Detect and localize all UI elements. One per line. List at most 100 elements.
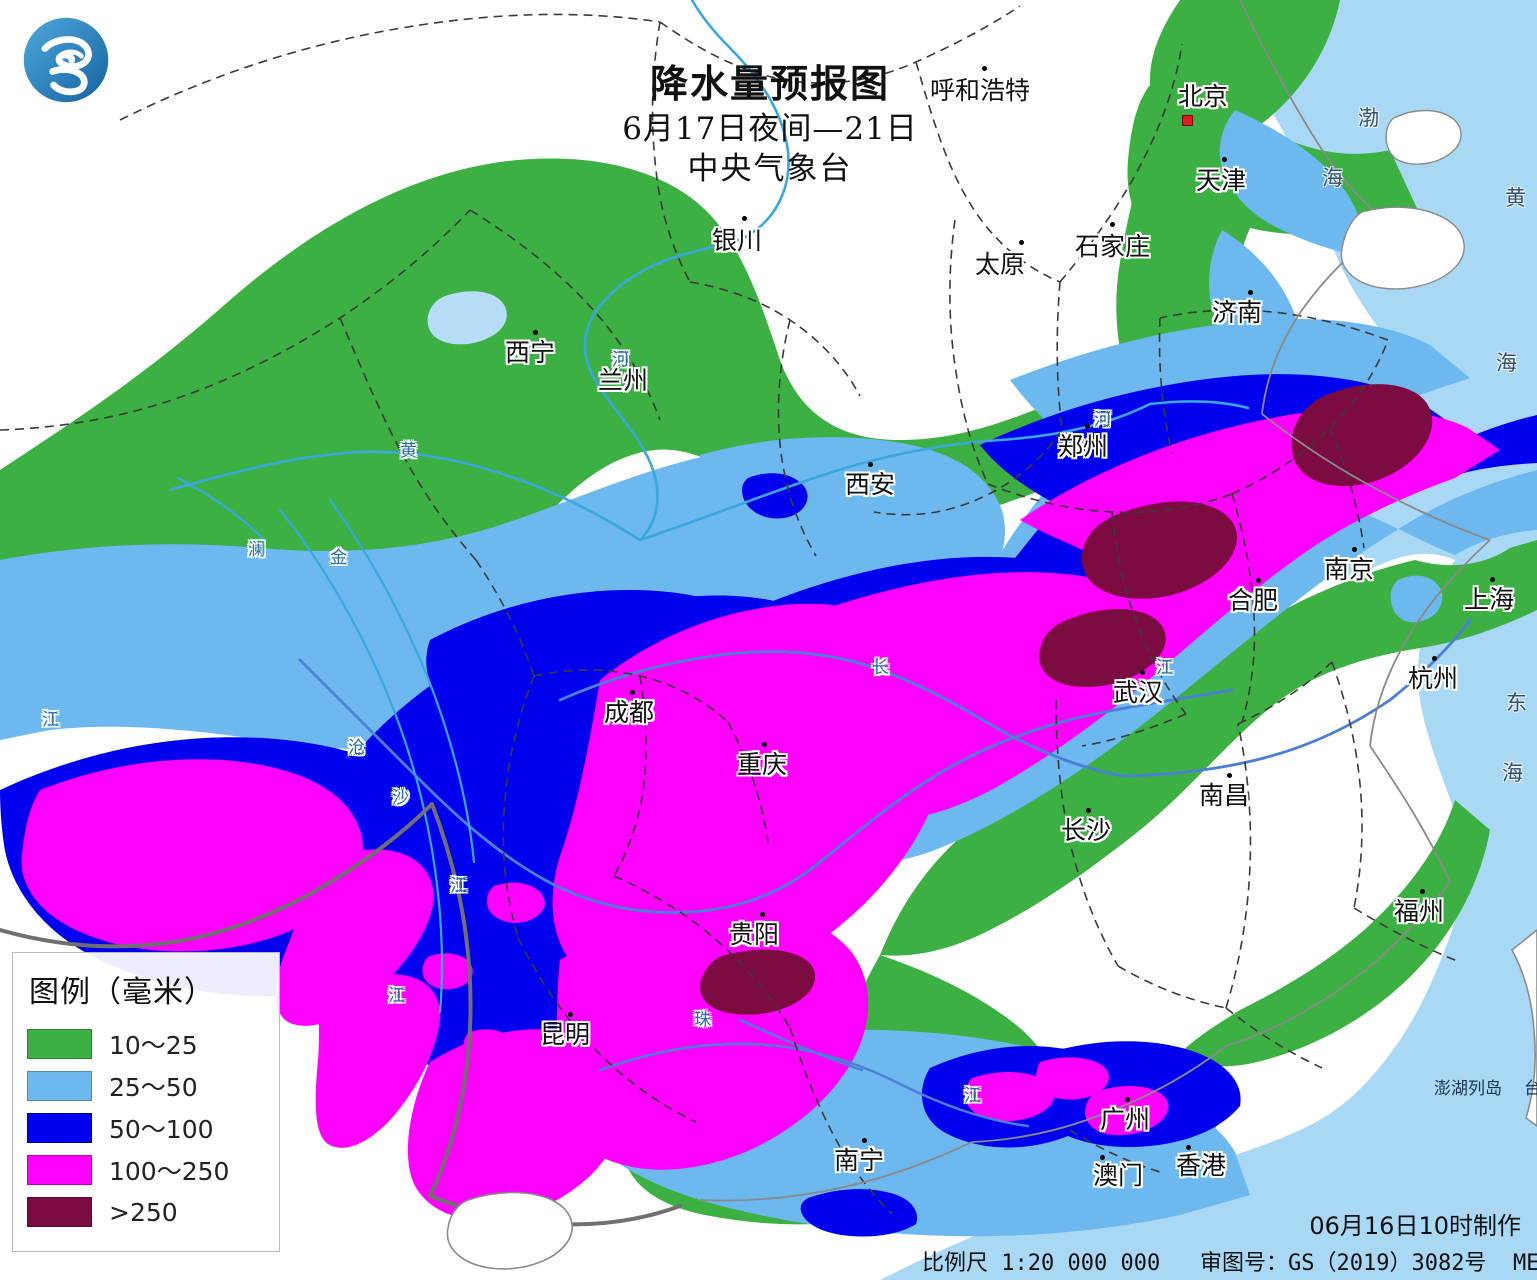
city-marker <box>1432 656 1437 661</box>
legend-item: >250 <box>27 1191 265 1233</box>
city-marker <box>742 216 747 221</box>
legend-rows: 10～25 25～50 50～100 100～250 >250 <box>27 1023 265 1233</box>
sea-label: 黄 <box>1505 186 1526 210</box>
city-marker <box>1100 1155 1105 1160</box>
precip-band-100-250 <box>21 408 1500 1221</box>
city-label: 广州 <box>1100 1105 1151 1134</box>
city-label: 南昌 <box>1199 781 1250 810</box>
city-label: 长沙 <box>1061 816 1112 845</box>
taiwan-island <box>1510 928 1537 1127</box>
city-label: 澳门 <box>1093 1161 1144 1190</box>
city-label: 武汉 <box>1113 678 1164 707</box>
made-timestamp: 06月16日10时制作 <box>1309 1212 1521 1240</box>
lancang-nujiang-lines <box>176 476 476 1014</box>
river-label: 江 <box>1156 658 1173 678</box>
island-label: 台 <box>1524 1079 1537 1099</box>
legend-item: 25～50 <box>27 1065 265 1107</box>
city-marker <box>1186 1145 1191 1150</box>
city-label: 呼和浩特 <box>930 76 1031 105</box>
legend-swatch <box>27 1197 92 1227</box>
city-marker <box>1420 889 1425 894</box>
legend-label: 100～250 <box>109 1157 230 1186</box>
city-marker <box>1140 670 1145 675</box>
city-marker <box>1085 424 1090 429</box>
river-label: 河 <box>612 350 629 370</box>
city-marker <box>1222 157 1227 162</box>
river-lines <box>168 0 1250 542</box>
sea-label: 东 <box>1506 691 1527 715</box>
city-label: 石家庄 <box>1075 232 1151 261</box>
city-label: 杭州 <box>1408 664 1459 693</box>
river-label: 江 <box>964 1086 981 1106</box>
legend-item: 10～25 <box>27 1023 265 1065</box>
scale-label: 比例尺 <box>922 1251 989 1276</box>
legend-item: 100～250 <box>27 1149 265 1191</box>
legend-item: 50～100 <box>27 1107 265 1149</box>
legend-label: 50～100 <box>109 1115 214 1144</box>
river-label: 澜 <box>248 540 265 560</box>
river-label: 江 <box>450 876 467 896</box>
city-label: 西宁 <box>505 338 556 367</box>
river-label: 珠 <box>694 1010 711 1030</box>
city-label: 天津 <box>1196 166 1247 195</box>
city-label: 成都 <box>604 698 655 727</box>
city-marker <box>630 690 635 695</box>
precip-band-over-250 <box>700 384 1433 1015</box>
sea-label: 渤 <box>1358 106 1379 130</box>
legend-title: 图例（毫米） <box>29 975 215 1010</box>
city-marker <box>1490 577 1495 582</box>
city-label: 合肥 <box>1228 586 1279 615</box>
city-label: 福州 <box>1394 897 1445 926</box>
yangtze-line <box>298 618 1472 914</box>
city-label: 贵阳 <box>729 920 780 949</box>
river-label: 江 <box>42 710 59 730</box>
city-marker <box>1352 547 1357 552</box>
river-label: 江 <box>388 986 405 1006</box>
city-marker <box>1256 578 1261 583</box>
city-marker <box>1110 222 1115 227</box>
legend-label: 25～50 <box>109 1073 198 1102</box>
river-label: 长 <box>872 658 889 678</box>
liaodong-peninsula <box>1385 109 1462 165</box>
scale-value: 1:20 000 000 <box>1001 1251 1161 1276</box>
sea-label: 海 <box>1502 761 1523 785</box>
river-label: 黄 <box>400 441 417 461</box>
city-marker <box>862 1138 867 1143</box>
review-label: 审图号： <box>1199 1251 1288 1276</box>
legend-label: 10～25 <box>109 1031 198 1060</box>
city-label: 济南 <box>1212 298 1263 327</box>
cma-logo <box>18 12 114 108</box>
legend-swatch <box>27 1155 92 1185</box>
sea-area <box>880 0 1537 1280</box>
city-label: 南宁 <box>834 1146 885 1175</box>
hainan-island <box>446 1191 573 1270</box>
scale-and-review-line: 比例尺 1:20 000 000 审图号：GS（2019）3082号 MESIS… <box>922 1245 1537 1277</box>
city-marker <box>1248 290 1253 295</box>
legend-swatch <box>27 1113 92 1143</box>
city-marker <box>982 66 987 71</box>
island-label: 澎湖列岛 <box>1434 1079 1502 1099</box>
city-marker <box>1019 240 1024 245</box>
city-label: 西安 <box>845 470 896 499</box>
shandong-peninsula <box>1340 206 1465 290</box>
qinghai-lake <box>427 291 507 345</box>
city-marker <box>1227 773 1232 778</box>
review-value: GS（2019）3082号 <box>1287 1251 1487 1276</box>
city-label: 银川 <box>712 226 763 255</box>
city-marker <box>568 1012 573 1017</box>
river-label: 金 <box>330 548 347 568</box>
city-label: 太原 <box>975 250 1026 279</box>
city-marker <box>624 358 629 363</box>
city-label: 香港 <box>1176 1151 1227 1180</box>
legend-swatch <box>27 1029 92 1059</box>
city-label: 北京 <box>1178 82 1229 111</box>
sea-label: 海 <box>1496 351 1517 375</box>
river-label: 沙 <box>392 788 409 808</box>
city-label: 昆明 <box>540 1020 591 1049</box>
city-label: 郑州 <box>1058 432 1109 461</box>
city-marker <box>868 462 873 467</box>
pearl-river-line <box>598 1018 1030 1128</box>
city-label: 重庆 <box>737 750 788 779</box>
